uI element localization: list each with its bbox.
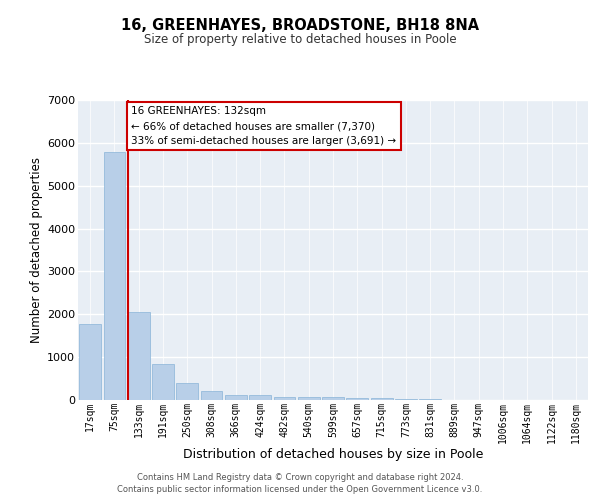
Bar [128,312,149,400]
X-axis label: Distribution of detached houses by size in Poole: Distribution of detached houses by size … [183,448,483,461]
Bar [322,397,344,400]
Text: Size of property relative to detached houses in Poole: Size of property relative to detached ho… [143,32,457,46]
Bar [200,390,223,400]
Text: 16, GREENHAYES, BROADSTONE, BH18 8NA: 16, GREENHAYES, BROADSTONE, BH18 8NA [121,18,479,32]
Bar [298,397,320,400]
Bar [79,324,101,400]
Bar [371,398,392,400]
Bar [249,396,271,400]
Bar [274,397,295,400]
Text: Contains HM Land Registry data © Crown copyright and database right 2024.
Contai: Contains HM Land Registry data © Crown c… [118,472,482,494]
Bar [419,399,441,400]
Bar [346,398,368,400]
Bar [176,384,198,400]
Text: 16 GREENHAYES: 132sqm
← 66% of detached houses are smaller (7,370)
33% of semi-d: 16 GREENHAYES: 132sqm ← 66% of detached … [131,106,397,146]
Bar [104,152,125,400]
Y-axis label: Number of detached properties: Number of detached properties [30,157,43,343]
Bar [395,398,417,400]
Bar [152,364,174,400]
Bar [225,396,247,400]
